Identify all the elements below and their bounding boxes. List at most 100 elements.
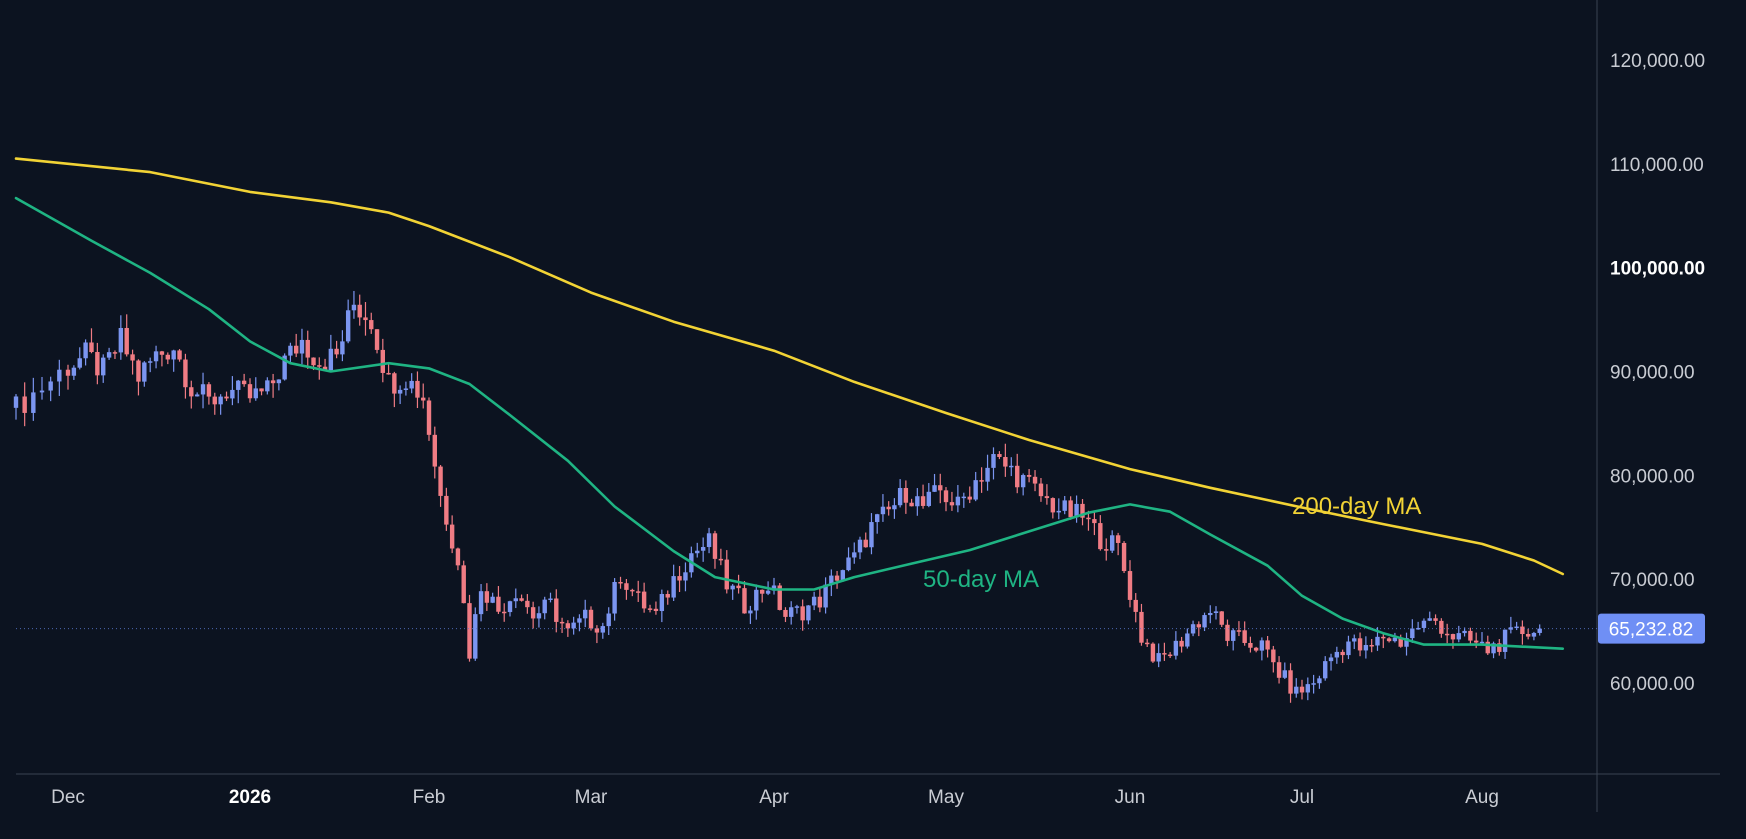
candle-body — [340, 341, 345, 355]
candle-body — [124, 327, 129, 355]
candle-body — [671, 576, 676, 598]
candle-body — [397, 389, 403, 394]
candle-body — [823, 584, 828, 608]
candle-body — [444, 495, 449, 525]
candle-body — [926, 491, 931, 506]
candle-body — [700, 547, 706, 551]
candle-body — [1167, 654, 1173, 657]
candle-body — [357, 304, 362, 318]
candle-body — [136, 360, 141, 382]
candle-body — [212, 396, 217, 405]
candle-body — [1068, 500, 1073, 518]
candle-body — [880, 506, 886, 515]
candle-body — [1386, 638, 1392, 642]
candle-body — [647, 608, 653, 610]
candle-body — [1421, 620, 1427, 628]
candle-body — [548, 598, 553, 600]
candle-body — [1276, 662, 1282, 678]
candle-body — [369, 320, 374, 330]
candle-body — [206, 384, 212, 397]
candle-body — [834, 575, 840, 581]
candle-body — [1525, 634, 1531, 637]
x-tick-label: Feb — [413, 787, 446, 808]
candle-body — [276, 379, 282, 384]
candle-body — [224, 396, 229, 399]
candle-body — [1317, 678, 1322, 684]
candle-body — [130, 354, 135, 361]
candle-body — [112, 352, 118, 354]
candle-body — [1044, 496, 1050, 499]
candle-body — [985, 467, 990, 482]
candle-body — [311, 357, 316, 366]
candle-body — [1271, 649, 1276, 663]
candle-body — [1248, 642, 1253, 648]
candle-body — [1427, 618, 1432, 621]
candle-body — [991, 454, 996, 468]
candle-body — [259, 388, 264, 392]
candle-body — [530, 607, 536, 619]
x-tick-label: 2026 — [229, 787, 271, 808]
candle-body — [39, 390, 45, 393]
candle-body — [706, 533, 712, 548]
candle-body — [345, 310, 351, 342]
x-tick-label: Jul — [1290, 787, 1314, 808]
candle-body — [932, 485, 937, 492]
x-tick-label: Dec — [51, 787, 85, 808]
candle-body — [426, 400, 432, 435]
candle-body — [1479, 641, 1485, 644]
candle-body — [159, 351, 165, 355]
candle-body — [1231, 630, 1236, 641]
candle-body — [1115, 535, 1121, 543]
candle-body — [1074, 503, 1079, 518]
candle-body — [65, 369, 71, 376]
candle-body — [806, 605, 811, 621]
candle-body — [322, 366, 328, 371]
candle-body — [1080, 503, 1085, 518]
candle-body — [502, 611, 507, 614]
candle-body — [230, 389, 235, 399]
candle-body — [949, 502, 955, 506]
candle-body — [253, 388, 258, 399]
candle-body — [13, 396, 19, 408]
candle-body — [71, 367, 77, 376]
candle-body — [943, 490, 949, 503]
candle-body — [22, 396, 27, 413]
candle-body — [955, 496, 961, 506]
candle-body — [467, 603, 472, 659]
candle-body — [1357, 638, 1363, 651]
ma50-line — [14, 196, 1565, 651]
candle-body — [1485, 641, 1490, 654]
candle-body — [1092, 519, 1097, 524]
series-labels-layer: 200-day MA 50-day MA — [923, 493, 1421, 593]
candle-body — [1299, 686, 1305, 693]
candle-body — [1346, 641, 1351, 656]
candle-body — [1253, 647, 1259, 651]
candle-body — [938, 485, 943, 491]
candle-body — [421, 397, 426, 401]
ma200-line — [14, 157, 1565, 576]
y-tick-label: 80,000.00 — [1610, 466, 1695, 487]
candle-body — [317, 365, 322, 367]
candle-body — [1404, 638, 1409, 647]
candle-body — [218, 396, 223, 405]
candle-body — [817, 596, 823, 608]
candle-body — [1398, 637, 1403, 647]
candle-body — [1196, 624, 1201, 628]
candle-body — [583, 609, 588, 619]
candle-body — [147, 361, 153, 363]
candle-body — [1433, 618, 1438, 621]
candle-body — [165, 354, 171, 360]
moving-averages-layer — [14, 157, 1565, 651]
candle-body — [241, 380, 247, 385]
candle-body — [1497, 643, 1502, 652]
candle-body — [659, 594, 665, 612]
x-tick-label: Aug — [1465, 787, 1499, 808]
candle-body — [1363, 645, 1369, 651]
candle-body — [1236, 630, 1242, 632]
candle-body — [438, 466, 443, 496]
candle-body — [194, 394, 200, 397]
candle-body — [1121, 542, 1127, 572]
candle-body — [1050, 498, 1056, 513]
